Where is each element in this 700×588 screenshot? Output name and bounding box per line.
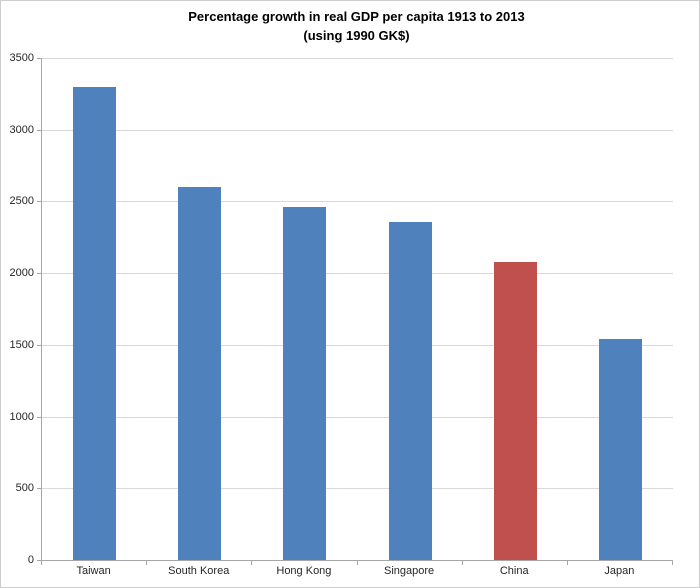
y-axis-label-2500: 2500 (9, 195, 34, 208)
y-axis-label-0: 0 (27, 554, 34, 566)
gridline-500 (42, 488, 673, 490)
chart-title-line2: (using 1990 GK$) (303, 28, 410, 43)
x-axis-label-taiwan: Taiwan (76, 565, 111, 577)
bar-taiwan (73, 86, 117, 560)
plot-area (41, 58, 673, 561)
y-tick-mark (37, 201, 41, 203)
y-axis-label-2000: 2000 (9, 267, 34, 280)
y-tick-mark (37, 416, 41, 418)
y-axis-label-500: 500 (15, 482, 34, 495)
bar-japan (598, 339, 642, 560)
bar-singapore (388, 221, 432, 560)
x-axis-label-south-korea: South Korea (168, 565, 230, 577)
y-axis-label-1500: 1500 (9, 338, 34, 351)
x-tick-mark (356, 561, 358, 565)
y-axis-label-1000: 1000 (9, 410, 34, 423)
y-tick-mark (37, 344, 41, 346)
gridline-1500 (42, 344, 673, 346)
y-tick-mark (37, 129, 41, 131)
x-axis-label-china: China (499, 565, 529, 577)
y-tick-mark (37, 488, 41, 490)
chart-title-line1: Percentage growth in real GDP per capita… (188, 9, 525, 24)
y-axis-label-3500: 3500 (9, 52, 34, 64)
gridline-3500 (42, 58, 673, 59)
x-tick-mark (566, 561, 568, 565)
x-tick-mark (251, 561, 253, 565)
bar-china (493, 261, 537, 560)
x-tick-mark (672, 561, 673, 565)
x-tick-mark (461, 561, 463, 565)
bar-hong-kong (283, 207, 327, 560)
x-axis-label-singapore: Singapore (384, 565, 435, 577)
y-axis-label-3000: 3000 (9, 123, 34, 136)
y-tick-mark (37, 273, 41, 275)
y-tick-mark (37, 58, 41, 59)
chart-title: Percentage growth in real GDP per capita… (41, 7, 672, 45)
x-tick-mark (146, 561, 148, 565)
x-axis-label-hong-kong: Hong Kong (276, 565, 332, 577)
bar-south-korea (178, 187, 222, 560)
gridline-3000 (42, 129, 673, 131)
x-axis-label-japan: Japan (604, 565, 635, 577)
x-tick-mark (41, 561, 42, 565)
gridline-1000 (42, 416, 673, 418)
gridline-2000 (42, 273, 673, 275)
gridline-2500 (42, 201, 673, 203)
y-tick-mark (37, 560, 41, 561)
